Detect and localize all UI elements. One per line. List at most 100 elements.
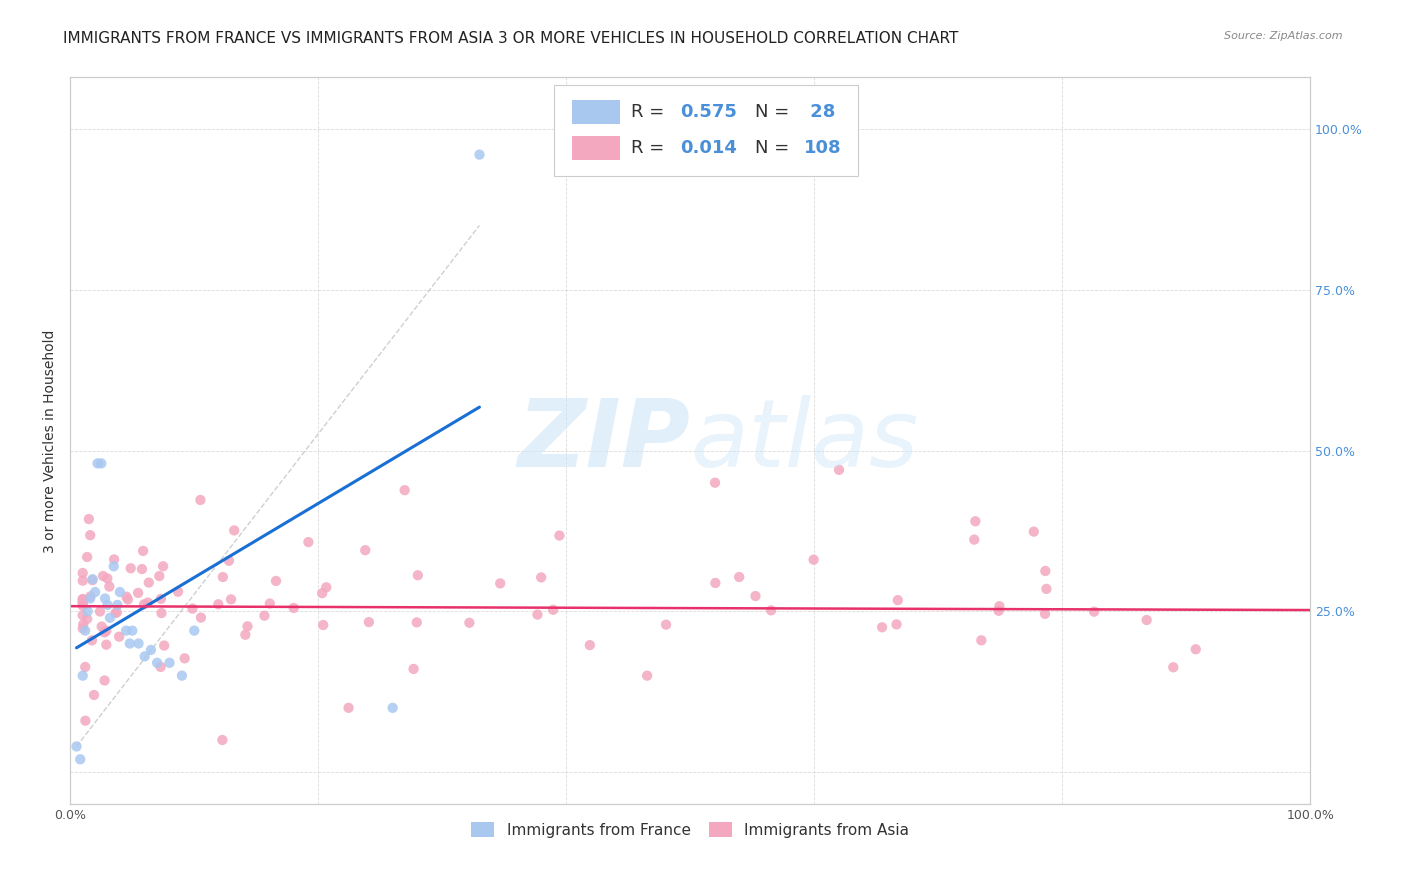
Point xyxy=(458,615,481,630)
Point xyxy=(394,483,416,498)
Point xyxy=(870,620,893,634)
Point xyxy=(253,608,276,623)
Point xyxy=(132,597,155,611)
Point xyxy=(128,636,150,650)
Point xyxy=(134,649,156,664)
Point xyxy=(1033,564,1056,578)
Point xyxy=(132,544,155,558)
Point xyxy=(218,554,240,568)
Point xyxy=(1136,613,1159,627)
Point xyxy=(207,597,229,611)
Point xyxy=(152,559,174,574)
Point xyxy=(1035,582,1057,596)
Point xyxy=(312,618,335,632)
Point xyxy=(115,624,138,638)
Point xyxy=(82,572,104,586)
Point xyxy=(75,624,97,638)
Point xyxy=(159,656,181,670)
Point xyxy=(406,568,429,582)
Point xyxy=(108,630,131,644)
Text: 108: 108 xyxy=(804,139,842,157)
Point xyxy=(489,576,512,591)
Text: N =: N = xyxy=(755,139,794,157)
Point xyxy=(526,607,548,622)
Point xyxy=(72,592,94,607)
Point xyxy=(86,456,108,470)
Point xyxy=(211,733,233,747)
Point xyxy=(259,597,281,611)
Point xyxy=(405,615,427,630)
Point xyxy=(131,562,153,576)
Point xyxy=(190,610,212,624)
Point xyxy=(148,569,170,583)
Point xyxy=(139,643,162,657)
FancyBboxPatch shape xyxy=(572,136,620,160)
Point xyxy=(381,701,404,715)
Point xyxy=(72,668,94,682)
Point xyxy=(311,586,333,600)
Point xyxy=(236,619,259,633)
Point xyxy=(79,591,101,606)
Point xyxy=(886,617,908,632)
Point xyxy=(115,590,138,604)
Point xyxy=(98,580,121,594)
FancyBboxPatch shape xyxy=(554,85,858,176)
Point xyxy=(803,552,825,566)
Point xyxy=(72,608,94,623)
Y-axis label: 3 or more Vehicles in Household: 3 or more Vehicles in Household xyxy=(44,329,58,552)
Point xyxy=(72,599,94,613)
Point xyxy=(93,625,115,640)
Point xyxy=(96,571,118,585)
Point xyxy=(1161,660,1184,674)
Point xyxy=(118,636,141,650)
Point xyxy=(90,456,112,470)
Point xyxy=(77,512,100,526)
Text: N =: N = xyxy=(755,103,794,120)
Point xyxy=(963,533,986,547)
Point xyxy=(704,576,727,591)
Point xyxy=(297,535,319,549)
Point xyxy=(402,662,425,676)
Text: Source: ZipAtlas.com: Source: ZipAtlas.com xyxy=(1225,31,1343,41)
Point xyxy=(190,493,212,508)
Point xyxy=(117,592,139,607)
Point xyxy=(75,660,97,674)
Point xyxy=(219,592,242,607)
Point xyxy=(104,606,127,620)
Text: R =: R = xyxy=(631,139,669,157)
Point xyxy=(72,596,94,610)
Point xyxy=(96,638,118,652)
Point xyxy=(90,619,112,633)
Point xyxy=(828,463,851,477)
Point xyxy=(224,524,246,538)
Point xyxy=(468,147,491,161)
Point xyxy=(183,624,205,638)
Point xyxy=(146,656,169,670)
Point xyxy=(655,617,678,632)
Point xyxy=(76,604,98,618)
Point xyxy=(283,601,305,615)
Point xyxy=(79,590,101,604)
Point xyxy=(728,570,751,584)
Point xyxy=(264,574,287,588)
Point xyxy=(354,543,377,558)
Point xyxy=(121,624,143,638)
Point xyxy=(80,633,103,648)
Text: R =: R = xyxy=(631,103,669,120)
Point xyxy=(84,585,107,599)
Point xyxy=(530,570,553,584)
Text: 0.014: 0.014 xyxy=(681,139,737,157)
Point xyxy=(72,622,94,636)
Point xyxy=(75,714,97,728)
Point xyxy=(541,603,564,617)
Point xyxy=(149,660,172,674)
Point xyxy=(965,514,987,528)
Point xyxy=(704,475,727,490)
Point xyxy=(153,639,176,653)
Point xyxy=(636,668,658,682)
Point xyxy=(181,601,204,615)
Text: 28: 28 xyxy=(804,103,835,120)
Point xyxy=(105,605,128,619)
Point xyxy=(759,603,782,617)
Point xyxy=(94,591,117,606)
